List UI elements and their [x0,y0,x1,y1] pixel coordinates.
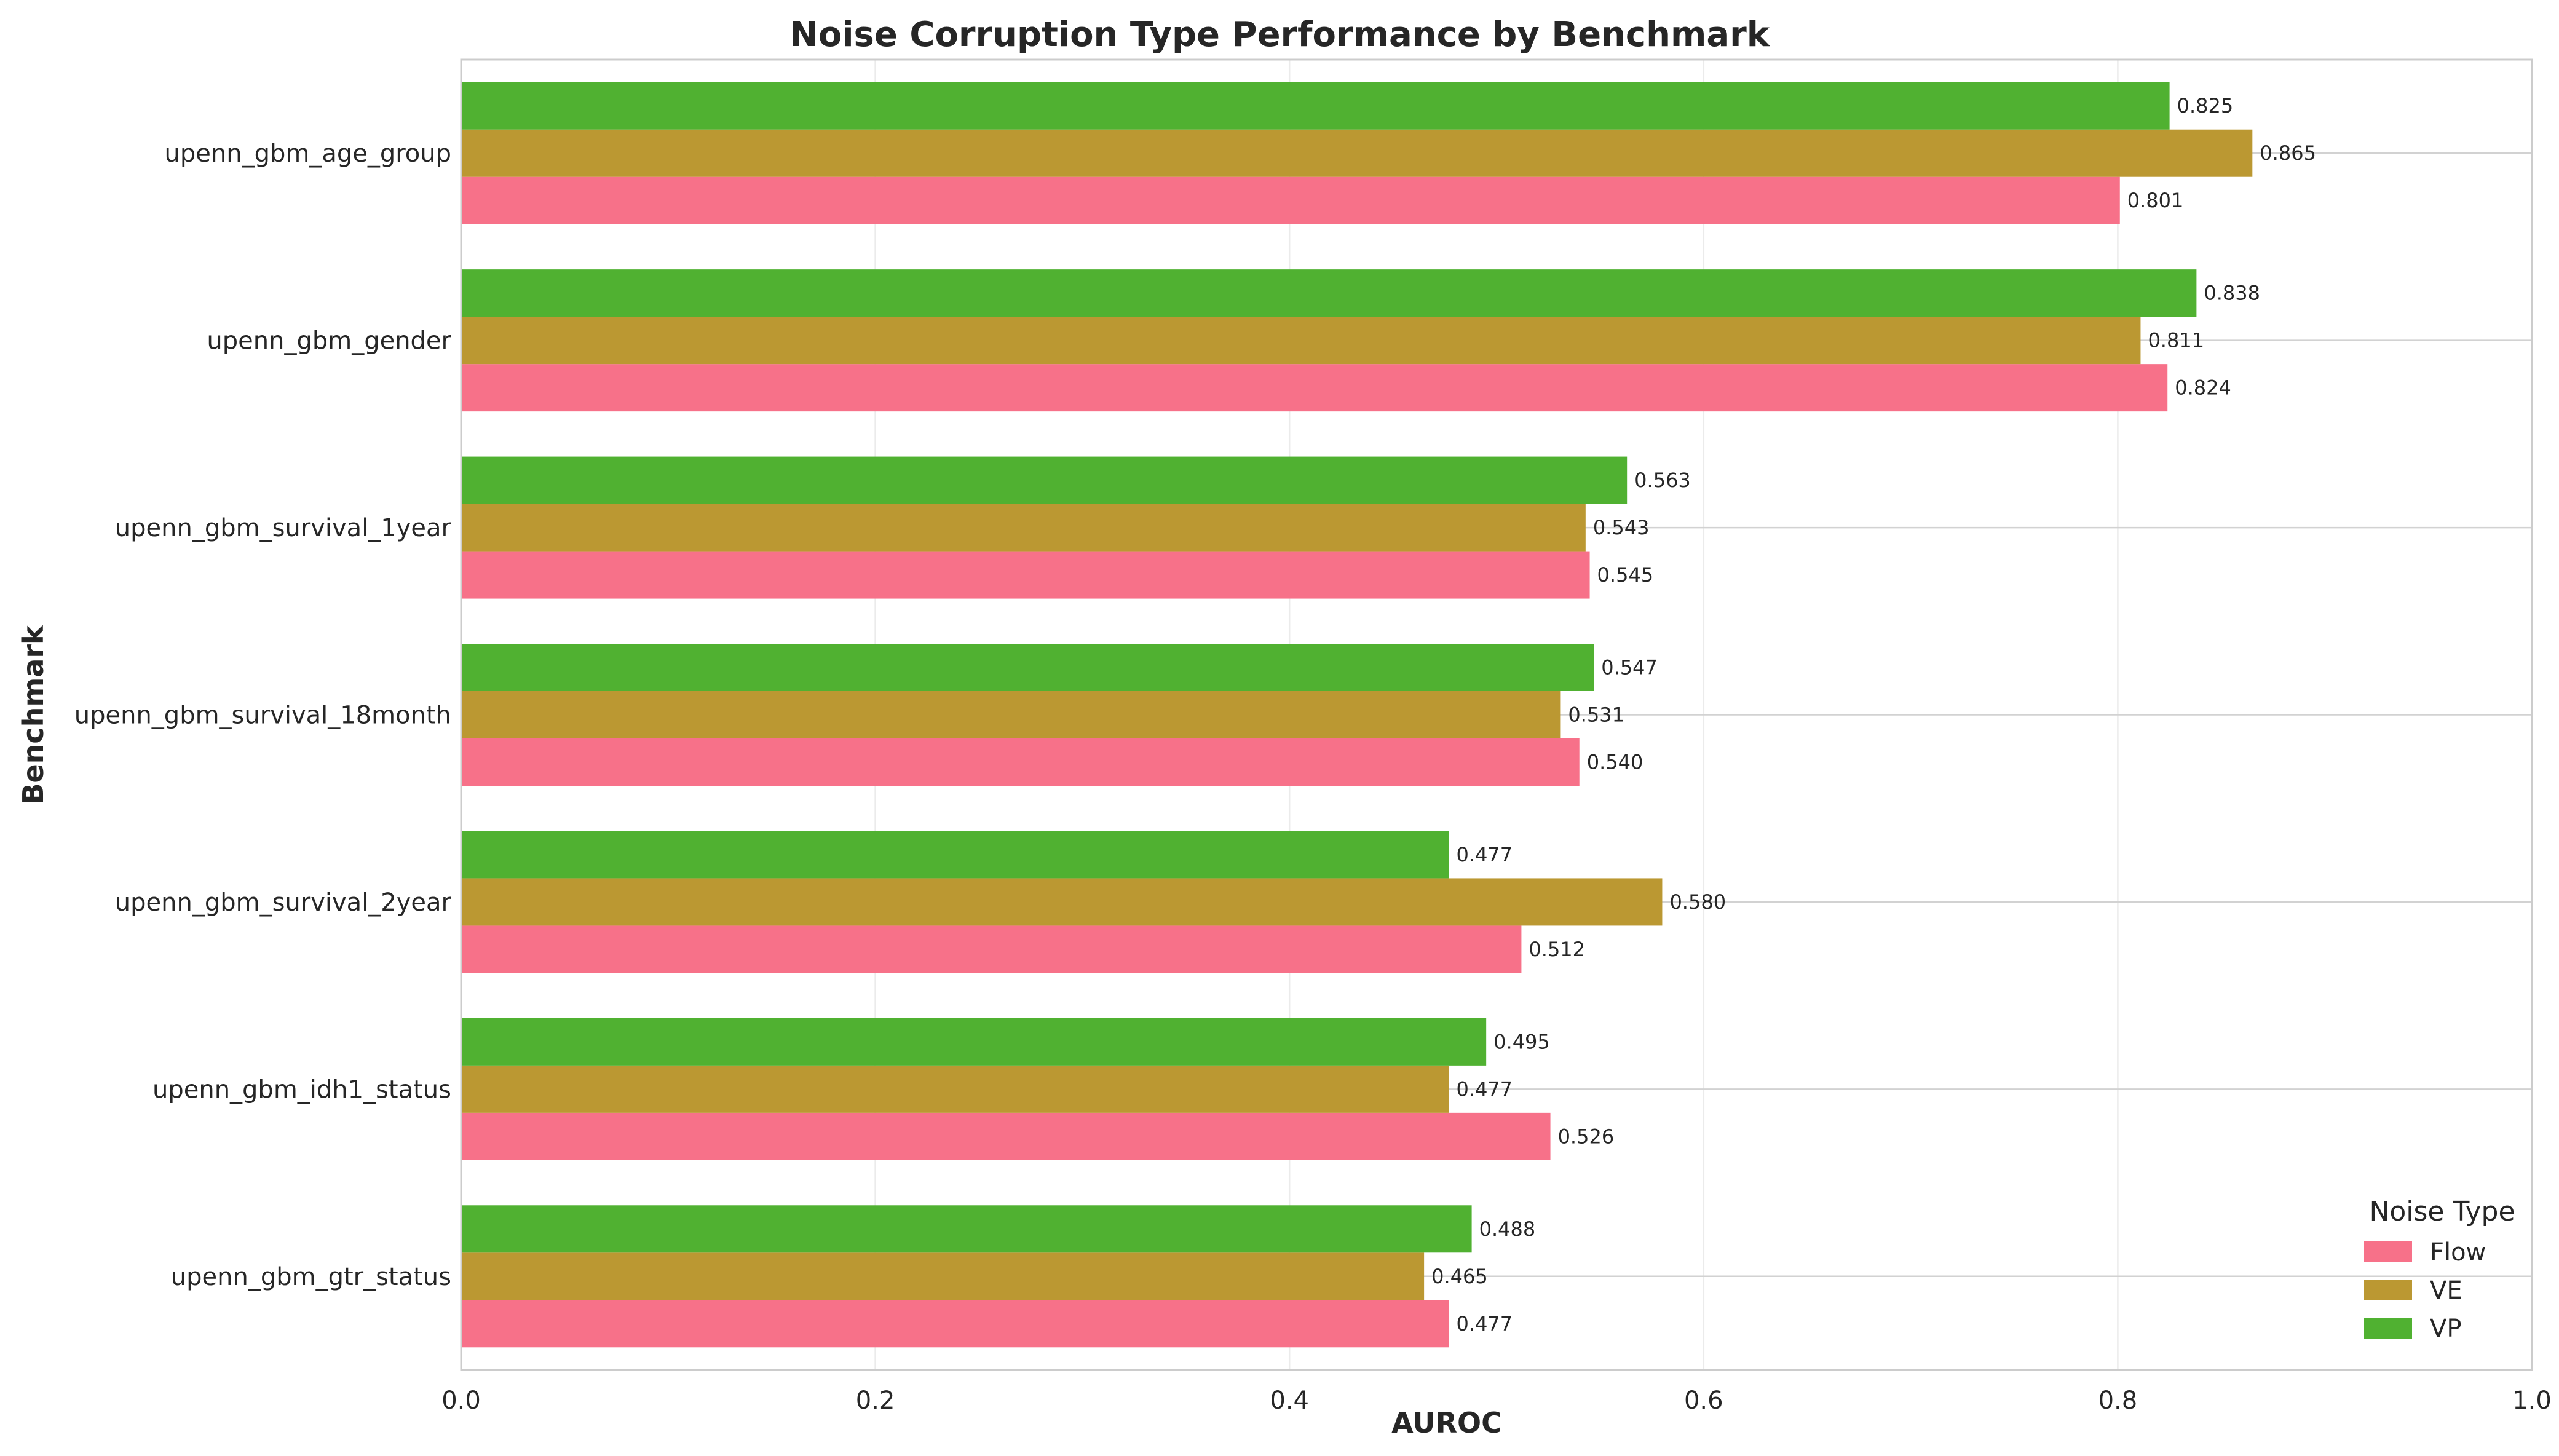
y-tick-label: upenn_gbm_gtr_status [171,1263,451,1291]
y-tick-label: upenn_gbm_idh1_status [152,1075,451,1104]
y-tick-label: upenn_gbm_gender [207,327,451,355]
x-axis-label: AUROC [1391,1406,1502,1439]
data-label: 0.801 [2127,189,2184,212]
bar-vp [461,82,2170,130]
legend-swatch-vp [2364,1318,2412,1339]
bar-flow [461,1112,1551,1160]
bar-flow [461,176,2120,224]
chart-title: Noise Corruption Type Performance by Ben… [789,15,1771,55]
data-label: 0.477 [1457,843,1513,866]
data-label: 0.838 [2204,282,2260,305]
x-tick-label: 0.8 [2098,1387,2138,1415]
plot-frame [460,58,2533,1371]
bar-vp [461,456,1628,504]
y-tick-label: upenn_gbm_survival_18month [74,702,451,730]
bar-ve [461,129,2253,177]
plot-area: 0.801 0.824 0.545 0.540 0.512 0.526 0.477 0.865… [74,58,2552,1415]
data-label: 0.545 [1597,563,1654,587]
legend-label: VP [2430,1315,2461,1343]
data-label: 0.865 [2260,141,2316,165]
bar-ve [461,317,2141,365]
data-label: 0.512 [1529,938,1585,961]
bar-flow [461,1300,1449,1348]
legend-swatch-flow [2364,1241,2412,1262]
x-tick-label: 0.2 [856,1387,895,1415]
data-label: 0.488 [1479,1217,1536,1241]
data-label: 0.526 [1558,1125,1615,1148]
y-tick-label: upenn_gbm_survival_1year [115,514,452,542]
data-label: 0.495 [1493,1030,1550,1053]
data-label: 0.547 [1601,656,1658,679]
bar-vp [461,269,2197,317]
bar-vp [461,1205,1472,1253]
legend-label: Flow [2430,1238,2486,1267]
legend-title: Noise Type [2369,1196,2515,1227]
x-tick-label: 0.4 [1270,1387,1309,1415]
x-tick-label: 1.0 [2512,1387,2552,1415]
bar-vp [461,644,1594,691]
bar-ve [461,1065,1449,1113]
legend-label: VE [2430,1276,2462,1305]
y-axis-label: Benchmark [17,625,50,805]
data-label: 0.825 [2177,94,2234,117]
legend-swatch-ve [2364,1280,2412,1300]
bar-flow [461,738,1580,786]
data-label: 0.563 [1634,469,1691,492]
data-label: 0.477 [1457,1077,1513,1101]
y-tick-label: upenn_gbm_age_group [165,140,451,168]
data-label: 0.477 [1457,1312,1513,1335]
y-tick-label: upenn_gbm_survival_2year [115,888,452,917]
bar-ve [461,878,1663,926]
bar-vp [461,1018,1487,1066]
bar-ve [461,504,1586,552]
x-tick-label: 0.6 [1684,1387,1723,1415]
x-tick-label: 0.0 [441,1387,481,1415]
data-label: 0.531 [1568,703,1624,727]
data-label: 0.540 [1587,751,1643,774]
bar-ve [461,691,1561,738]
data-label: 0.811 [2148,329,2204,352]
legend: Noise Type Flow VE VP [2364,1196,2515,1343]
data-label: 0.824 [2175,376,2231,400]
data-label: 0.465 [1431,1265,1488,1288]
bar-vp [461,831,1449,879]
data-label: 0.543 [1593,516,1650,539]
bar-flow [461,364,2168,412]
bar-flow [461,925,1522,973]
data-label: 0.580 [1669,890,1726,914]
bar-ve [461,1252,1425,1300]
bar-flow [461,551,1590,599]
